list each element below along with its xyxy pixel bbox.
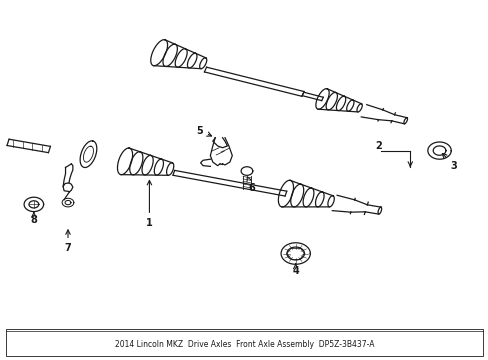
- Text: 8: 8: [30, 212, 37, 225]
- Text: 4: 4: [292, 264, 299, 276]
- Text: 6: 6: [246, 177, 255, 193]
- Text: 2014 Lincoln MKZ  Drive Axles  Front Axle Assembly  DP5Z-3B437-A: 2014 Lincoln MKZ Drive Axles Front Axle …: [115, 341, 373, 350]
- Text: 5: 5: [196, 126, 211, 136]
- Text: 7: 7: [64, 230, 71, 253]
- Text: 1: 1: [146, 180, 152, 228]
- Text: 2: 2: [374, 141, 381, 151]
- Text: 3: 3: [442, 153, 457, 171]
